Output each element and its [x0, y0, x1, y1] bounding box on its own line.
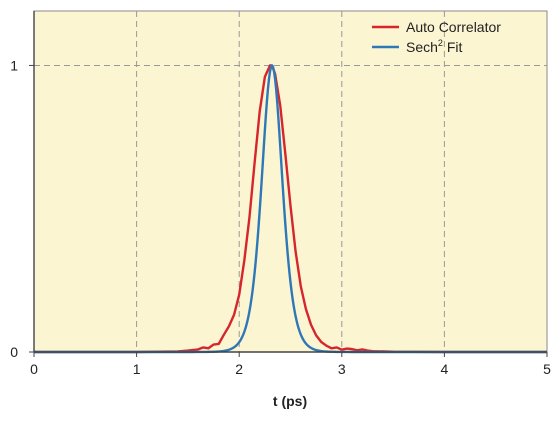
legend: Auto Correlator Sech2 Fit	[372, 19, 501, 55]
legend-label: Sech2 Fit	[406, 38, 462, 55]
series-line-auto-correlator	[34, 64, 547, 354]
x-tick-label: 1	[133, 361, 141, 377]
y-tick-label: 0	[10, 344, 18, 360]
x-tick-label: 2	[235, 361, 243, 377]
x-tick-label: 3	[338, 361, 346, 377]
y-tick-labels: 01	[10, 57, 34, 360]
legend-label: Auto Correlator	[406, 19, 501, 35]
x-tick-labels: 0 1 2 3 4 5	[30, 352, 551, 377]
x-tick-label: 5	[543, 361, 551, 377]
y-tick-label: 1	[10, 57, 18, 73]
x-tick-label: 0	[30, 361, 38, 377]
plot-area	[33, 10, 548, 353]
x-axis-label: t (ps)	[273, 393, 307, 409]
x-tick-label: 4	[441, 361, 449, 377]
axes	[33, 11, 547, 353]
